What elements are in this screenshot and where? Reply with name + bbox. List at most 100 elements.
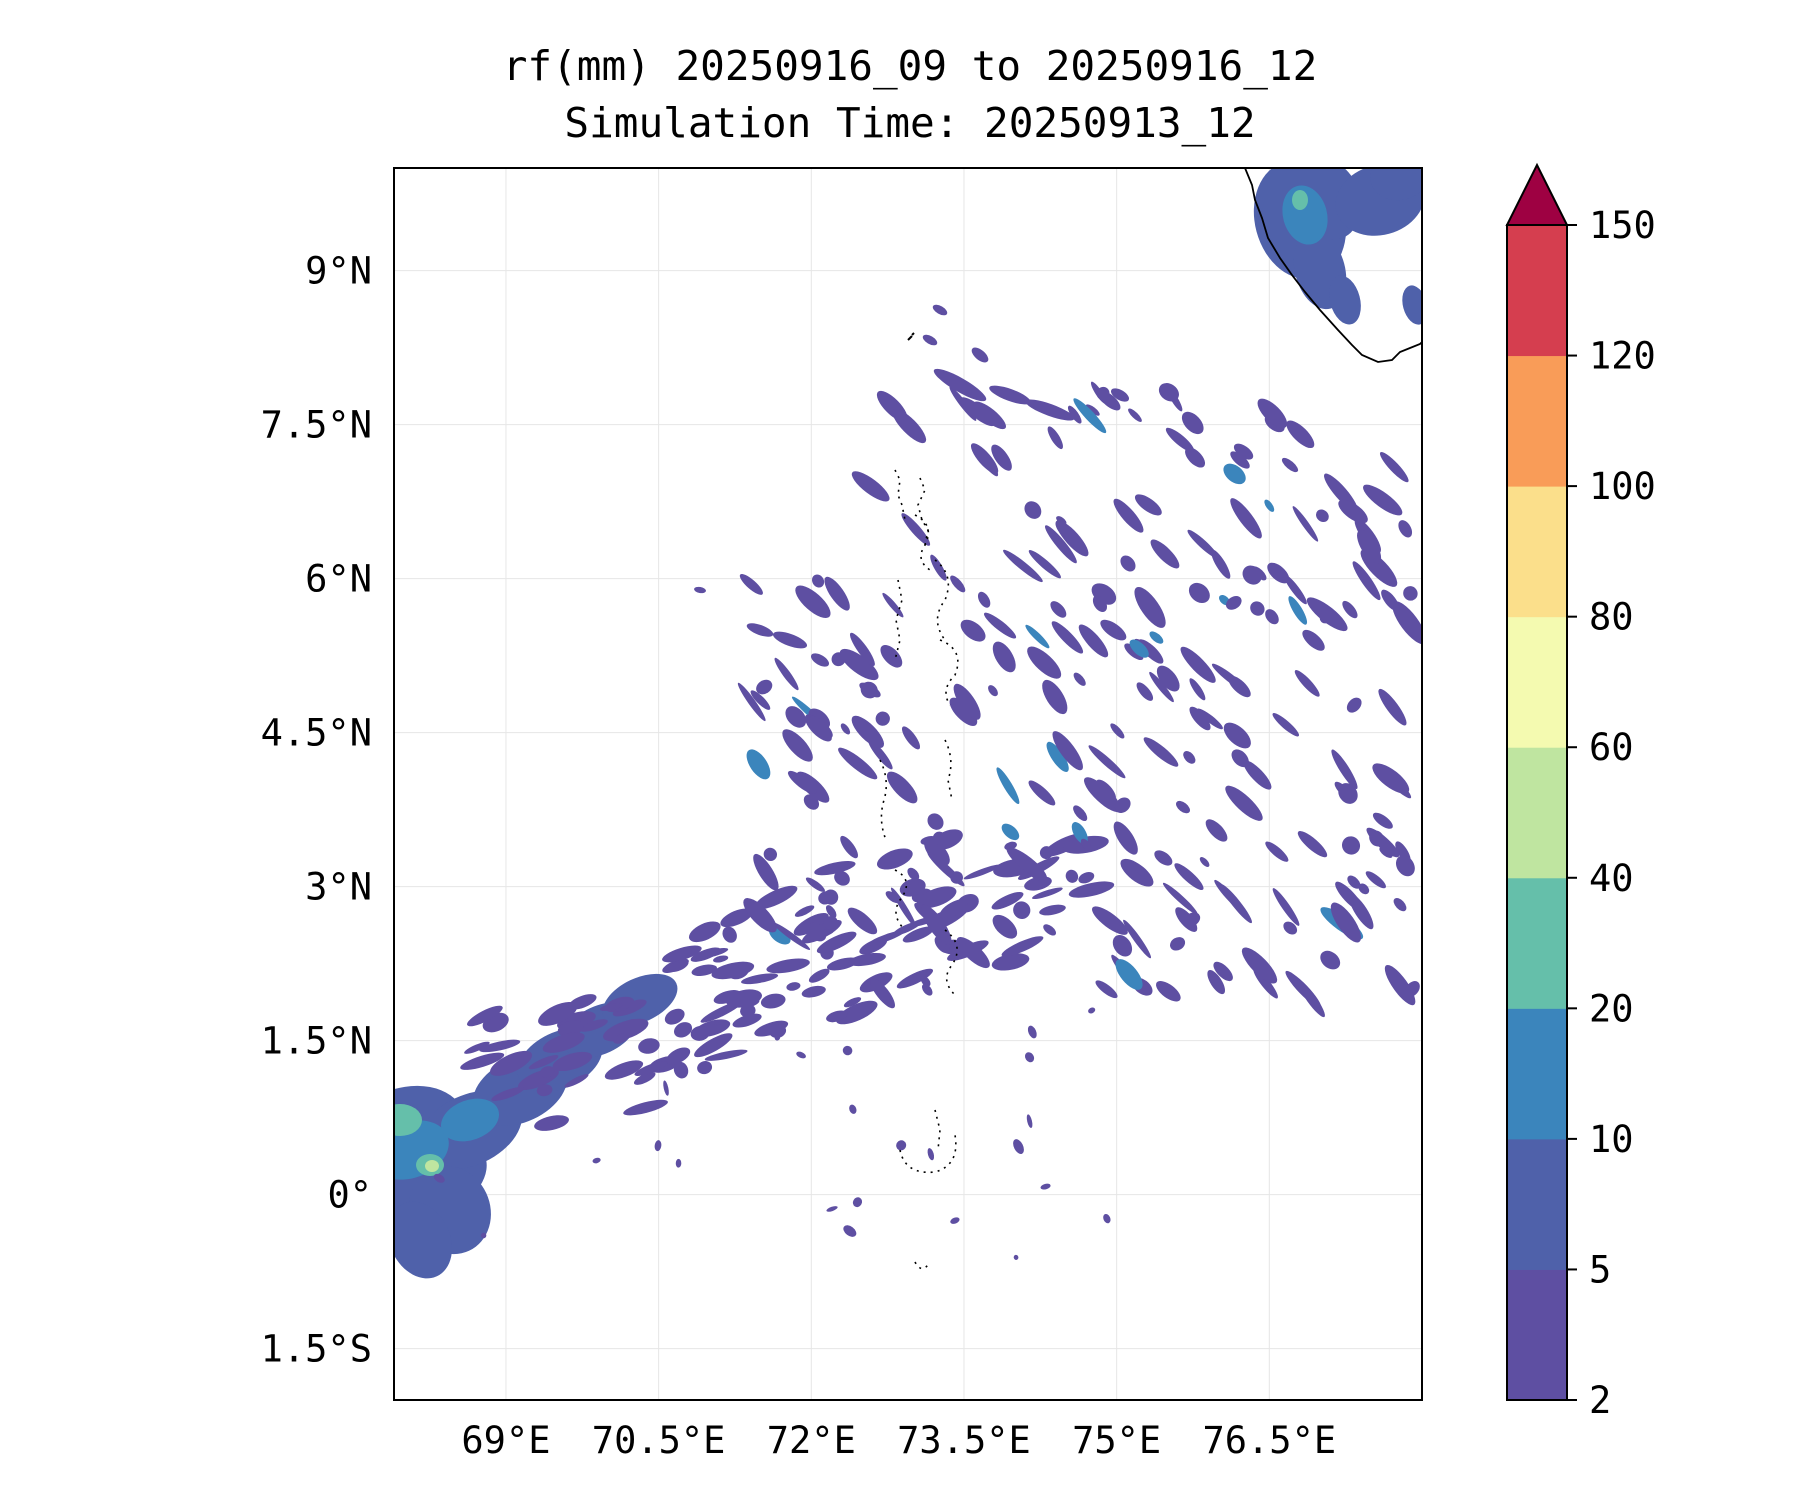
rain-cell — [949, 697, 978, 727]
rain-cell — [1024, 1052, 1035, 1063]
rain-cell — [1154, 850, 1173, 866]
colorbar-segment — [1507, 1269, 1567, 1401]
colorbar-tick-label: 80 — [1589, 596, 1634, 639]
rain-cell — [1223, 722, 1251, 749]
rain-cell — [950, 1217, 960, 1224]
rain-cell — [1026, 1114, 1033, 1128]
rain-cell — [882, 592, 904, 618]
rain-cell — [1197, 708, 1223, 730]
rain-cell — [1372, 812, 1393, 829]
rain-cell — [1051, 621, 1084, 654]
x-tick-label: 73.5°E — [897, 1419, 1031, 1462]
rain-cell — [1403, 586, 1418, 601]
rain-cell — [956, 937, 990, 969]
rain-cell — [1120, 858, 1154, 887]
rain-cell — [973, 401, 1007, 430]
rain-cell — [1162, 882, 1198, 915]
rain-cell — [1395, 855, 1415, 877]
colorbar-segment — [1507, 877, 1567, 1009]
rain-cell — [851, 471, 890, 502]
rain-cell — [746, 623, 774, 637]
rain-cell — [623, 1099, 668, 1116]
rain-cell — [859, 682, 881, 698]
rain-cell — [838, 747, 878, 780]
rain-cell — [394, 1104, 422, 1136]
rain-cell — [1114, 797, 1131, 814]
rain-cell — [977, 591, 991, 608]
rain-cell — [542, 1032, 585, 1053]
rain-cell — [1170, 937, 1186, 951]
rain-cell — [814, 861, 856, 876]
x-tick-label: 72°E — [767, 1419, 856, 1462]
rain-cell — [1188, 582, 1210, 604]
rain-cell — [1398, 520, 1413, 538]
rain-cell — [1013, 1254, 1019, 1260]
rain-cell — [927, 813, 944, 830]
rain-cell — [840, 723, 851, 735]
rain-cell — [592, 1157, 601, 1164]
rain-cell — [1363, 484, 1403, 516]
rain-cell — [741, 973, 779, 985]
rain-cell — [1084, 777, 1122, 813]
rain-cell — [907, 867, 920, 881]
rain-cell — [785, 706, 807, 728]
rain-cell — [1055, 520, 1071, 538]
rain-cell — [834, 870, 850, 886]
rain-cell — [1092, 595, 1107, 613]
rain-cell — [1207, 970, 1226, 995]
rain-cell — [921, 904, 952, 946]
rain-cell — [1025, 624, 1050, 649]
rainfall-bands — [394, 168, 1422, 1279]
rain-cell — [839, 648, 879, 681]
rain-cell — [433, 1173, 445, 1183]
rain-cell — [1073, 672, 1086, 686]
rain-cell — [1001, 823, 1020, 841]
x-tick-label: 75°E — [1072, 1419, 1161, 1462]
rain-cell — [1243, 760, 1272, 790]
colorbar-segment — [1507, 616, 1567, 748]
rain-cell — [1031, 887, 1063, 900]
rain-cell — [743, 898, 777, 933]
rain-cell — [988, 685, 998, 697]
rain-cell — [1103, 1213, 1111, 1224]
rain-cell — [479, 1039, 521, 1053]
longitude-axis: 69°E 70.5°E 72°E 73.5°E 75°E 76.5°E — [461, 1419, 1336, 1462]
rain-cell — [1381, 589, 1400, 612]
rain-cell — [899, 878, 926, 897]
rain-cell — [1252, 566, 1267, 581]
rain-cell — [1110, 723, 1125, 739]
rain-cell — [901, 726, 921, 750]
rain-cell — [1043, 833, 1086, 857]
colorbar-tick-label: 120 — [1589, 335, 1656, 378]
rain-cell — [1320, 950, 1341, 970]
colorbar-segment — [1507, 747, 1567, 879]
rain-cell — [818, 891, 834, 905]
rain-cell — [816, 931, 857, 954]
rain-cell — [1346, 697, 1362, 713]
rain-cell — [851, 715, 885, 749]
rain-cell — [534, 1115, 569, 1131]
rain-cell — [924, 838, 950, 866]
rain-cell — [876, 848, 913, 870]
rain-cell — [810, 653, 830, 667]
rain-cell — [932, 831, 947, 846]
rain-cell — [1027, 646, 1062, 679]
rain-cell — [875, 711, 890, 726]
rain-cell — [769, 1024, 787, 1038]
rain-cell — [613, 1033, 630, 1044]
rain-cell — [1402, 285, 1422, 325]
rain-cell — [1366, 827, 1400, 858]
rain-cell — [786, 982, 801, 991]
rain-cell — [927, 852, 965, 887]
rain-cell — [933, 368, 987, 402]
rain-cell — [1024, 876, 1052, 891]
rain-cell — [992, 641, 1016, 673]
rain-cell — [1098, 390, 1121, 411]
colorbar-tick-label: 2 — [1589, 1379, 1611, 1422]
rain-cell — [824, 576, 850, 611]
rain-cell — [772, 922, 811, 950]
rain-cell — [892, 408, 927, 444]
rain-cell — [688, 921, 721, 943]
rain-cell — [1050, 601, 1067, 618]
